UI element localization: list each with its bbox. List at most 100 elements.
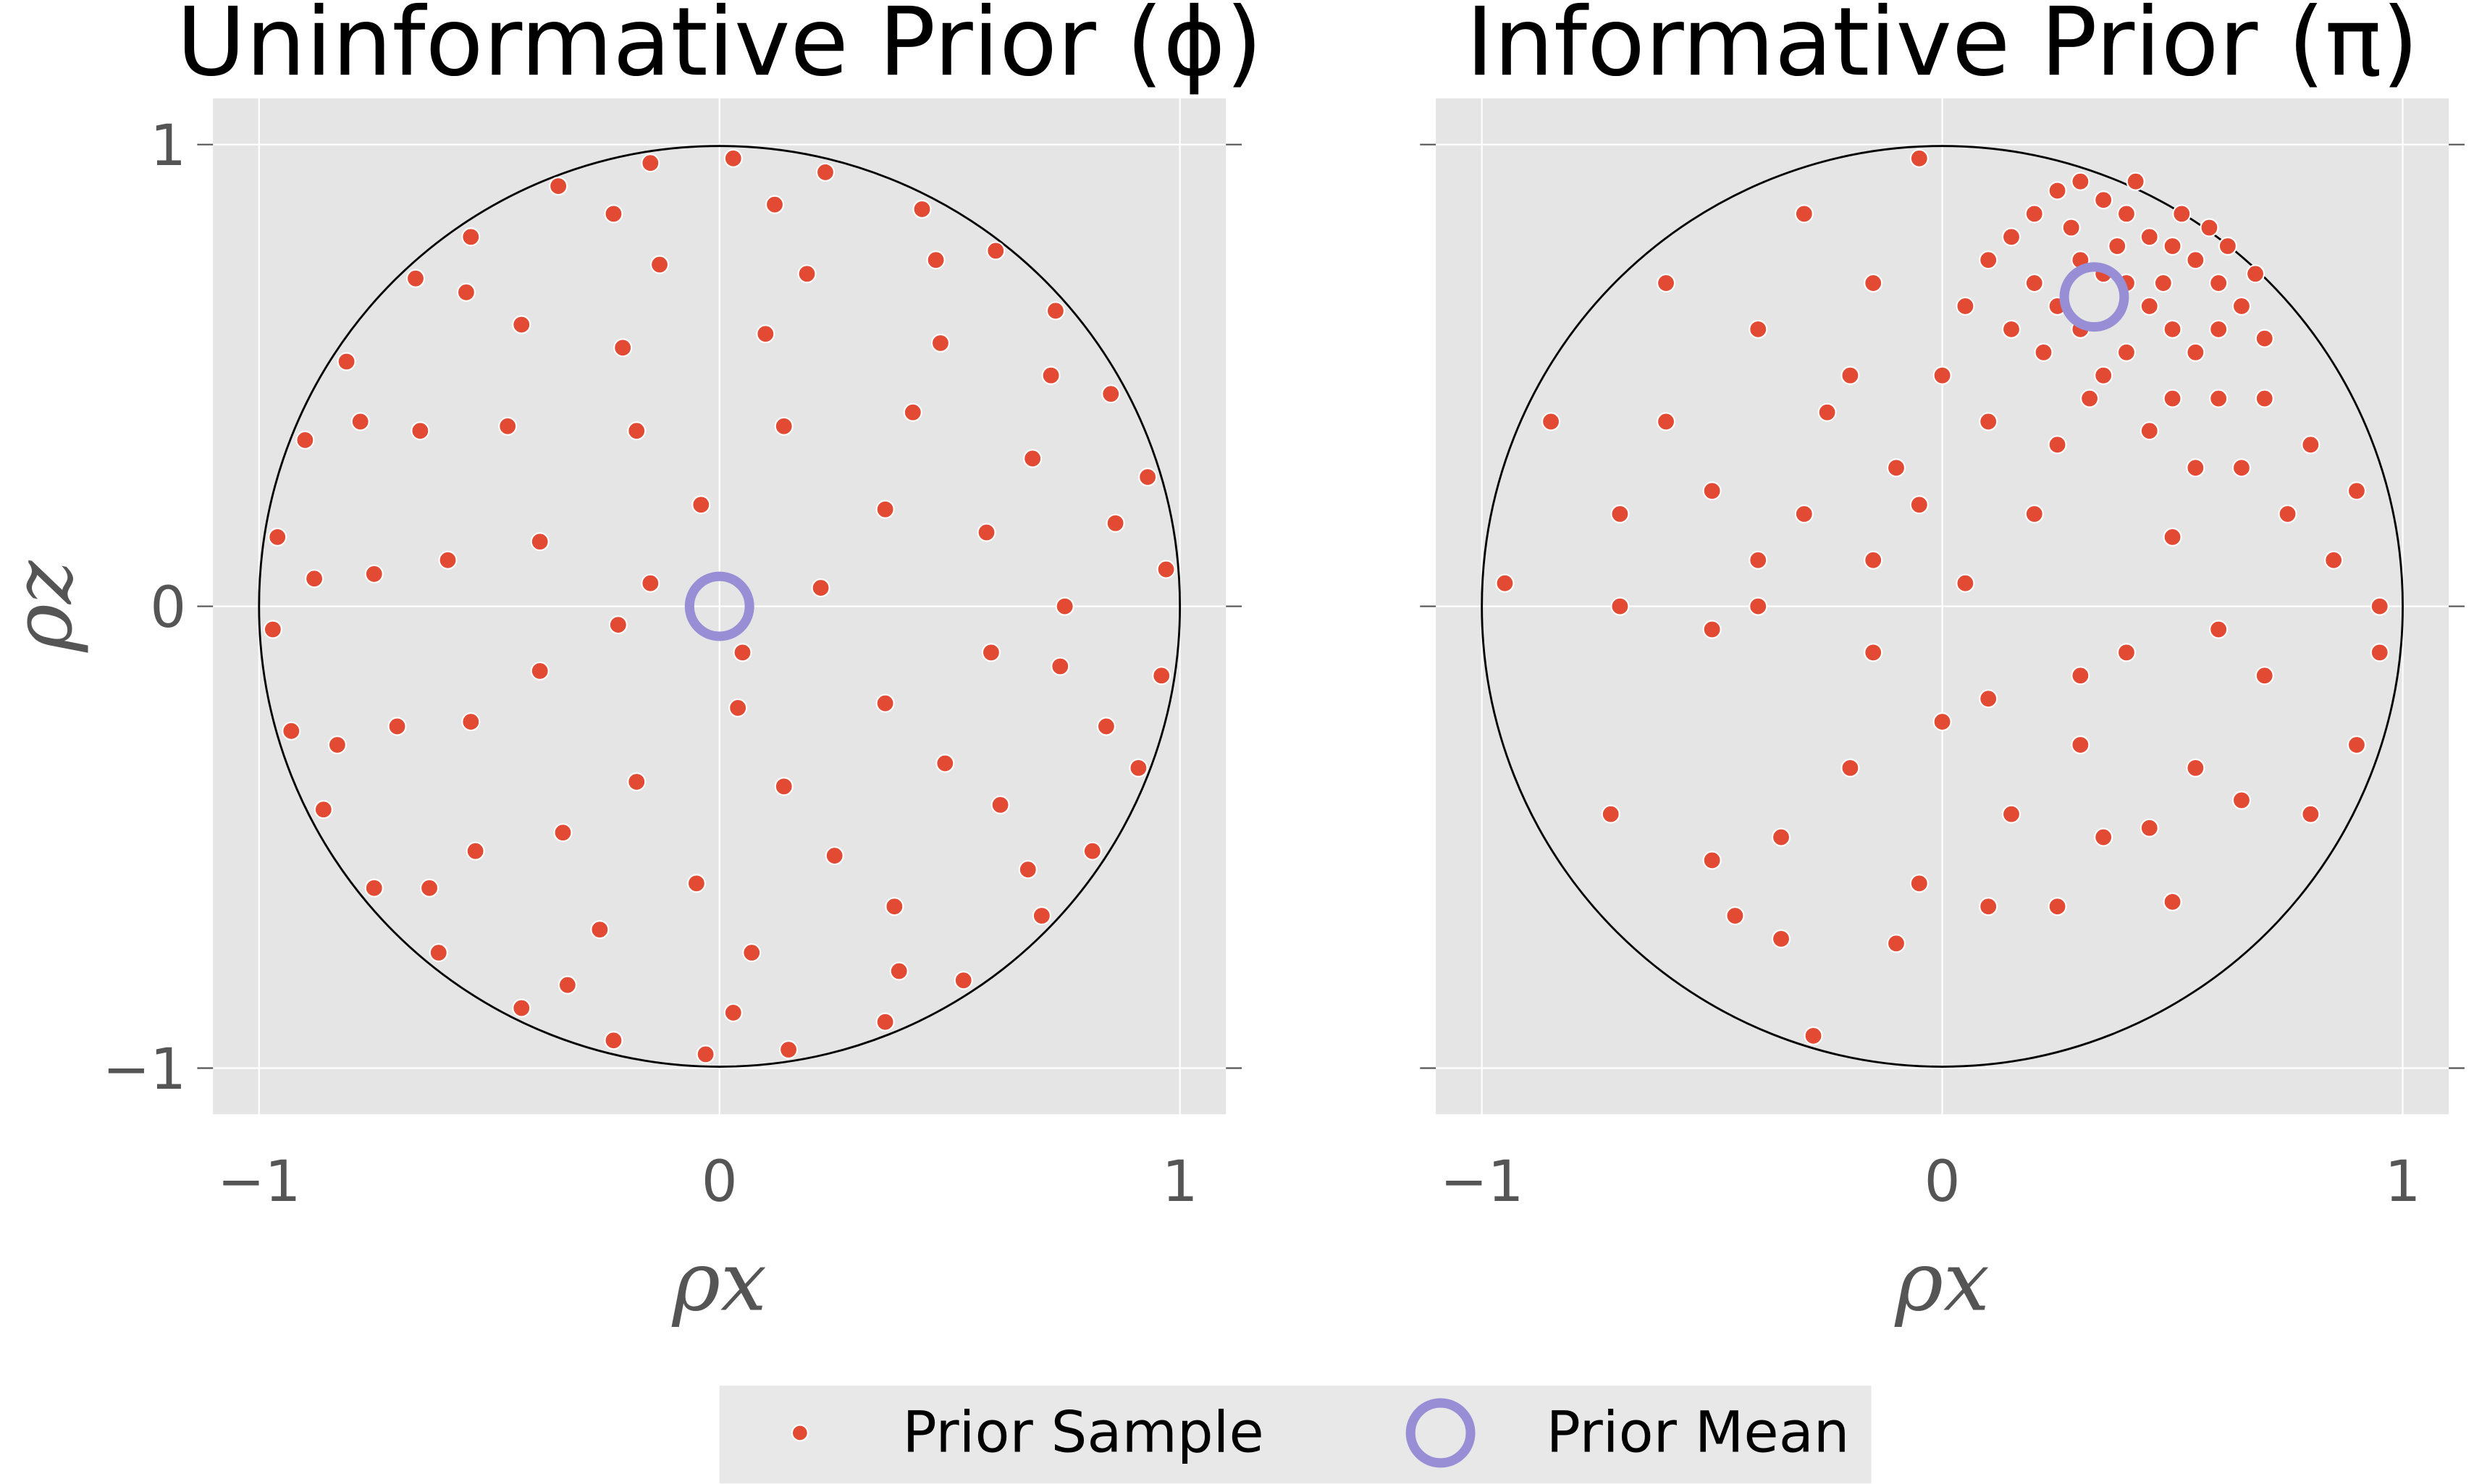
sample-point	[2163, 527, 2182, 547]
sample-point	[1725, 906, 1745, 926]
sample-point	[512, 998, 531, 1018]
sample-point	[875, 1012, 895, 1032]
sample-point	[889, 961, 909, 981]
sample-point	[2139, 421, 2159, 441]
sample-point	[1909, 874, 1929, 893]
sample-point	[815, 162, 836, 182]
sample-point	[765, 195, 785, 214]
sample-point	[733, 643, 752, 662]
sample-point	[2186, 458, 2205, 478]
sample-point	[2209, 319, 2229, 339]
sample-point	[1840, 758, 1860, 777]
sample-point	[2139, 818, 2159, 838]
sample-point	[2324, 550, 2344, 570]
sample-point	[2301, 435, 2321, 455]
prior-mean-marker	[684, 571, 754, 641]
sample-point	[2139, 296, 2159, 316]
sample-point	[686, 874, 706, 893]
sample-point	[295, 430, 315, 450]
sample-point	[2108, 236, 2127, 256]
sample-point	[1886, 458, 1906, 478]
sample-point	[549, 177, 568, 196]
sample-point	[1656, 273, 1676, 293]
sample-point	[954, 971, 973, 990]
sample-point	[1979, 250, 1998, 270]
sample-point	[1932, 366, 1952, 385]
sample-point	[604, 1031, 623, 1050]
sample-point	[2048, 435, 2067, 455]
sample-point	[2034, 342, 2053, 362]
legend-sample-marker	[791, 1424, 809, 1442]
sample-point	[1771, 929, 1791, 948]
sample-point	[1804, 1026, 1823, 1045]
sample-point	[641, 153, 660, 173]
sample-point	[1129, 758, 1148, 777]
sample-point	[2024, 204, 2044, 224]
sample-point	[1749, 319, 1768, 339]
sample-point	[2301, 804, 2321, 824]
sample-point	[364, 878, 384, 898]
x-axis-label: ρx	[1894, 1234, 1990, 1330]
sample-point	[723, 148, 743, 168]
sample-point	[2231, 458, 2252, 478]
sample-point	[2126, 172, 2145, 191]
sample-point	[1702, 620, 1722, 639]
sample-point	[1932, 712, 1952, 732]
y-axis-label: ρz	[0, 560, 91, 653]
sample-point	[604, 204, 623, 224]
sample-point	[350, 412, 370, 431]
sample-point	[885, 897, 904, 916]
x-tick-label: 1	[1162, 1148, 1198, 1215]
sample-point	[2186, 342, 2205, 362]
sample-point	[875, 693, 895, 713]
sample-point	[649, 255, 670, 274]
sample-point	[1979, 412, 1998, 431]
sample-point	[990, 795, 1010, 814]
sample-point	[1909, 148, 1929, 168]
sample-point	[1864, 550, 1883, 570]
sample-point	[774, 777, 794, 796]
sample-point	[1979, 689, 1998, 709]
sample-point	[314, 800, 333, 819]
sample-point	[2245, 264, 2265, 284]
sample-point	[696, 1045, 715, 1064]
x-tick-label: 0	[1924, 1148, 1961, 1215]
sample-point	[903, 402, 922, 422]
left-panel: Uninformative Prior (ϕ) −1 0 1 1 0 −1 ρx ρz	[0, 0, 1263, 1330]
sample-point	[627, 772, 647, 792]
sample-point	[2163, 236, 2182, 256]
sample-point	[438, 550, 458, 570]
chart-title: Informative Prior (π)	[1466, 0, 2419, 97]
sample-point	[282, 721, 301, 741]
sample-point	[387, 717, 407, 736]
sample-point	[2080, 389, 2100, 408]
sample-point	[1702, 851, 1722, 870]
sample-point	[1055, 596, 1074, 616]
sample-point	[2094, 827, 2113, 847]
sample-point	[429, 943, 448, 963]
sample-point	[2278, 504, 2297, 524]
right-panel: Informative Prior (π) −1 0 1 ρx	[1420, 0, 2465, 1330]
chart-title: Uninformative Prior (ϕ)	[177, 0, 1263, 97]
x-tick-label: 0	[702, 1148, 738, 1215]
sample-point	[2116, 204, 2137, 224]
sample-point	[337, 352, 356, 371]
sample-point	[627, 421, 647, 441]
y-tick-label: 0	[150, 574, 186, 641]
sample-point	[779, 1040, 799, 1060]
sample-point	[912, 199, 932, 219]
sample-point	[1886, 934, 1906, 953]
sample-point	[774, 416, 794, 436]
sample-point	[1023, 449, 1043, 468]
sample-point	[1702, 481, 1722, 501]
sample-point	[466, 841, 485, 861]
sample-point	[512, 315, 531, 334]
sample-point	[1840, 366, 1860, 385]
sample-point	[461, 227, 481, 247]
sample-point	[1979, 897, 1998, 916]
sample-point	[1794, 204, 1814, 224]
sample-point	[2116, 342, 2137, 362]
sample-point	[2186, 250, 2205, 270]
sample-point	[2061, 218, 2081, 237]
x-axis-label: ρx	[671, 1234, 767, 1330]
